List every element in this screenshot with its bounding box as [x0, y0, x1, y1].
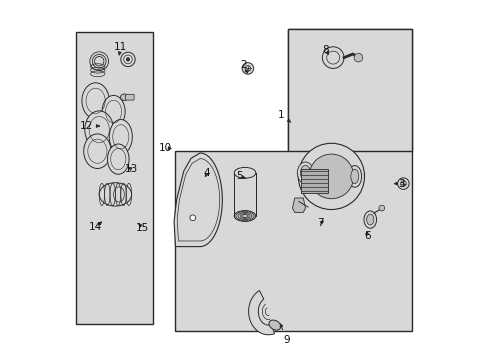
- Text: 15: 15: [136, 222, 149, 233]
- Text: 8: 8: [323, 45, 329, 55]
- Circle shape: [327, 51, 340, 64]
- Text: 12: 12: [80, 121, 99, 131]
- Circle shape: [354, 53, 363, 62]
- Text: 9: 9: [280, 324, 290, 345]
- FancyBboxPatch shape: [125, 94, 134, 100]
- FancyBboxPatch shape: [76, 32, 153, 324]
- Text: 5: 5: [236, 171, 245, 181]
- Circle shape: [298, 143, 365, 210]
- Ellipse shape: [121, 94, 128, 100]
- Text: 7: 7: [318, 218, 324, 228]
- Text: 4: 4: [204, 168, 211, 178]
- Text: 11: 11: [114, 42, 127, 55]
- Circle shape: [123, 55, 132, 64]
- Circle shape: [245, 66, 251, 71]
- Circle shape: [398, 178, 409, 189]
- Text: 1: 1: [278, 110, 291, 122]
- Ellipse shape: [109, 120, 132, 154]
- Ellipse shape: [367, 214, 374, 225]
- Text: 2: 2: [240, 60, 247, 73]
- FancyBboxPatch shape: [301, 169, 328, 193]
- Ellipse shape: [297, 162, 314, 184]
- Circle shape: [400, 181, 406, 186]
- Ellipse shape: [234, 167, 256, 178]
- Ellipse shape: [107, 144, 129, 174]
- Text: 10: 10: [159, 143, 172, 153]
- Polygon shape: [288, 29, 413, 151]
- Ellipse shape: [348, 166, 362, 187]
- Circle shape: [309, 154, 354, 199]
- Text: 3: 3: [394, 179, 405, 189]
- Ellipse shape: [99, 183, 132, 206]
- Polygon shape: [174, 153, 222, 247]
- Polygon shape: [293, 198, 305, 212]
- Ellipse shape: [364, 211, 377, 228]
- Ellipse shape: [82, 83, 109, 119]
- Circle shape: [190, 215, 196, 221]
- Text: 14: 14: [89, 222, 102, 232]
- Ellipse shape: [84, 134, 111, 168]
- Polygon shape: [248, 291, 274, 335]
- Ellipse shape: [300, 165, 311, 180]
- Ellipse shape: [351, 169, 359, 184]
- Text: 13: 13: [125, 164, 138, 174]
- Ellipse shape: [269, 320, 281, 330]
- Ellipse shape: [102, 95, 125, 128]
- Text: 6: 6: [364, 231, 371, 241]
- Circle shape: [242, 63, 254, 74]
- Ellipse shape: [85, 111, 114, 148]
- Polygon shape: [175, 29, 413, 331]
- Ellipse shape: [234, 211, 256, 221]
- Circle shape: [126, 58, 130, 61]
- Circle shape: [379, 205, 385, 211]
- FancyBboxPatch shape: [234, 173, 256, 216]
